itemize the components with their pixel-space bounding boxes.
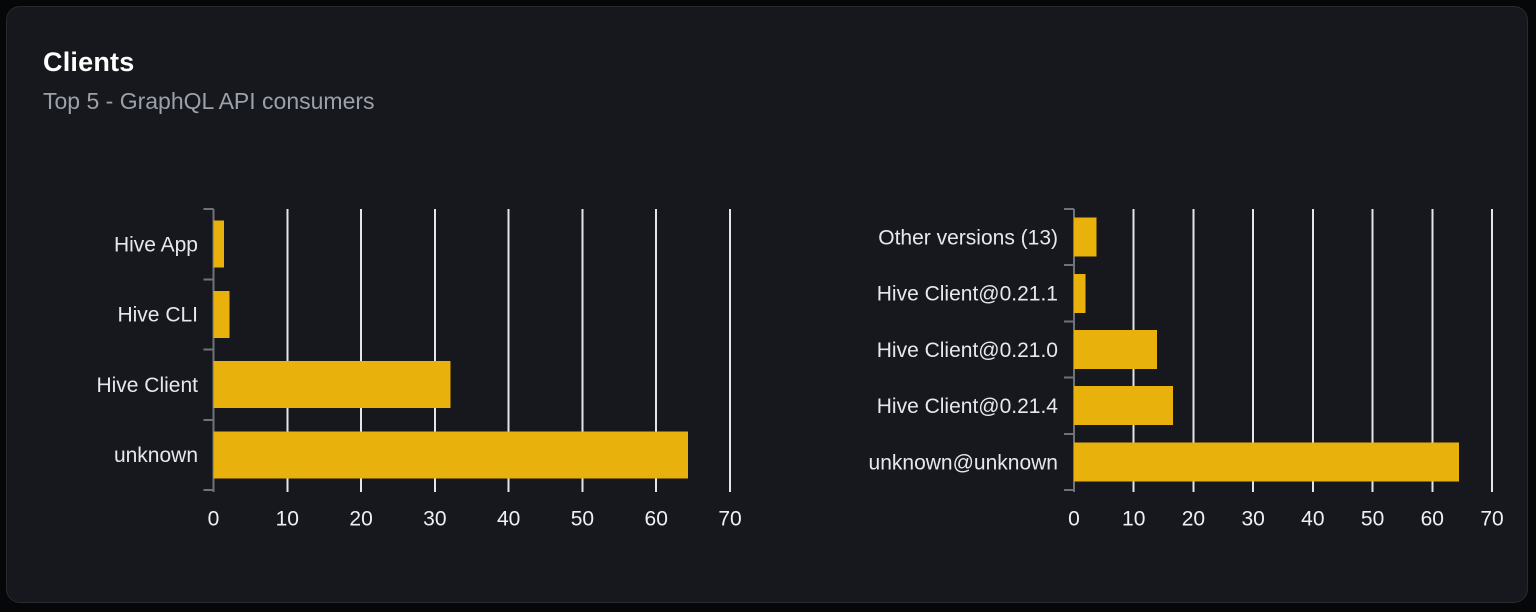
clients-card: Clients Top 5 - GraphQL API consumers	[6, 6, 1528, 603]
x-tick-label: 40	[1301, 507, 1324, 530]
x-tick-label: 20	[349, 507, 372, 530]
x-tick-label: 30	[423, 507, 446, 530]
category-label-hive-client-0-21-4: Hive Client@0.21.4	[877, 395, 1059, 418]
x-tick-label: 20	[1182, 507, 1205, 530]
category-label-other-versions-13: Other versions (13)	[878, 226, 1058, 249]
x-tick-label: 70	[1480, 507, 1503, 530]
x-tick-label: 0	[1068, 507, 1080, 530]
category-label-unknown: unknown	[114, 444, 198, 467]
bar-hive-client[interactable]	[213, 361, 451, 409]
bar-hive-client-0-21-0[interactable]	[1074, 330, 1158, 369]
x-tick-label: 10	[276, 507, 299, 530]
category-label-unknown-unknown: unknown@unknown	[869, 451, 1058, 474]
x-tick-label: 60	[645, 507, 668, 530]
x-tick-label: 50	[571, 507, 594, 530]
bar-hive-app[interactable]	[213, 220, 224, 268]
x-tick-label: 40	[497, 507, 520, 530]
x-tick-label: 0	[208, 507, 220, 530]
bar-other-versions-13[interactable]	[1074, 217, 1097, 257]
card-header: Clients Top 5 - GraphQL API consumers	[43, 47, 375, 115]
x-tick-label: 70	[718, 507, 741, 530]
x-tick-label: 30	[1241, 507, 1264, 530]
category-label-hive-cli: Hive CLI	[117, 304, 198, 327]
x-tick-label: 60	[1421, 507, 1444, 530]
bar-hive-cli[interactable]	[213, 290, 230, 338]
page-subtitle: Top 5 - GraphQL API consumers	[43, 88, 375, 114]
bar-hive-client-0-21-4[interactable]	[1074, 386, 1174, 426]
bar-unknown-unknown[interactable]	[1074, 442, 1460, 482]
bar-unknown[interactable]	[213, 431, 688, 479]
category-label-hive-app: Hive App	[114, 233, 198, 256]
clients-chart: Hive App Hive CLI Hive Client unknown 0 10 20 3…	[96, 208, 742, 530]
category-label-hive-client: Hive Client	[96, 374, 198, 397]
client-versions-chart: Other versions (13) Hive Client@0.21.1 Hiv…	[869, 208, 1504, 530]
page-title: Clients	[43, 47, 135, 77]
x-tick-label: 10	[1122, 507, 1145, 530]
x-tick-label: 50	[1361, 507, 1384, 530]
category-label-hive-client-0-21-1: Hive Client@0.21.1	[877, 283, 1058, 306]
bar-hive-client-0-21-1[interactable]	[1074, 273, 1086, 313]
category-label-hive-client-0-21-0: Hive Client@0.21.0	[877, 339, 1058, 362]
